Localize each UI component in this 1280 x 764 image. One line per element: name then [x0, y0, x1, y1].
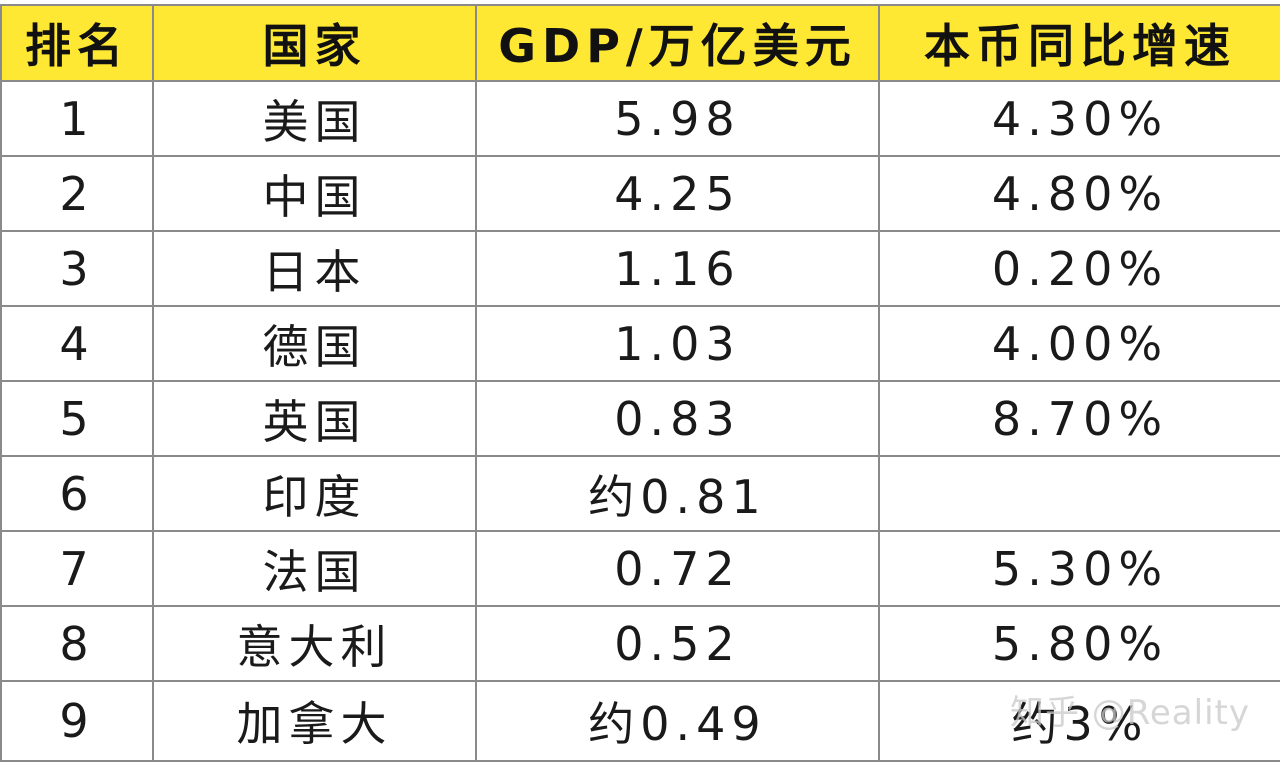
cell-rank: 9 [0, 680, 154, 762]
table-header: 排名 国家 GDP/万亿美元 本币同比增速 [0, 4, 1280, 82]
cell-rank: 3 [0, 230, 154, 307]
header-growth: 本币同比增速 [878, 4, 1280, 82]
header-gdp: GDP/万亿美元 [475, 4, 880, 82]
table-row: 3 日本 1.16 0.20% [0, 230, 1280, 307]
table-row: 4 德国 1.03 4.00% [0, 305, 1280, 382]
header-rank: 排名 [0, 4, 154, 82]
cell-gdp: 4.25 [475, 155, 880, 232]
cell-rank: 8 [0, 605, 154, 682]
cell-country: 印度 [152, 455, 477, 532]
cell-growth: 约3% [878, 680, 1280, 762]
cell-growth: 8.70% [878, 380, 1280, 457]
header-country: 国家 [152, 4, 477, 82]
cell-gdp: 0.72 [475, 530, 880, 607]
cell-growth: 4.30% [878, 80, 1280, 157]
cell-rank: 4 [0, 305, 154, 382]
table-row: 9 加拿大 约0.49 约3% [0, 680, 1280, 762]
cell-rank: 7 [0, 530, 154, 607]
cell-country: 日本 [152, 230, 477, 307]
cell-country: 法国 [152, 530, 477, 607]
cell-gdp: 5.98 [475, 80, 880, 157]
table-row: 5 英国 0.83 8.70% [0, 380, 1280, 457]
cell-growth [878, 455, 1280, 532]
table-row: 7 法国 0.72 5.30% [0, 530, 1280, 607]
cell-rank: 6 [0, 455, 154, 532]
cell-gdp: 0.52 [475, 605, 880, 682]
cell-country: 美国 [152, 80, 477, 157]
cell-gdp: 1.03 [475, 305, 880, 382]
cell-country: 德国 [152, 305, 477, 382]
cell-growth: 5.30% [878, 530, 1280, 607]
cell-rank: 2 [0, 155, 154, 232]
table-row: 8 意大利 0.52 5.80% [0, 605, 1280, 682]
cell-gdp: 1.16 [475, 230, 880, 307]
cell-gdp: 约0.49 [475, 680, 880, 762]
cell-country: 加拿大 [152, 680, 477, 762]
cell-country: 意大利 [152, 605, 477, 682]
cell-growth: 0.20% [878, 230, 1280, 307]
gdp-ranking-table: 排名 国家 GDP/万亿美元 本币同比增速 1 美国 5.98 4.30% 2 … [0, 4, 1280, 762]
cell-gdp: 约0.81 [475, 455, 880, 532]
cell-growth: 4.80% [878, 155, 1280, 232]
cell-country: 中国 [152, 155, 477, 232]
table-body: 1 美国 5.98 4.30% 2 中国 4.25 4.80% 3 日本 1.1… [0, 80, 1280, 762]
table-row: 2 中国 4.25 4.80% [0, 155, 1280, 232]
table-row: 1 美国 5.98 4.30% [0, 80, 1280, 157]
header-row: 排名 国家 GDP/万亿美元 本币同比增速 [0, 4, 1280, 82]
cell-growth: 5.80% [878, 605, 1280, 682]
table-row: 6 印度 约0.81 [0, 455, 1280, 532]
cell-gdp: 0.83 [475, 380, 880, 457]
cell-country: 英国 [152, 380, 477, 457]
cell-rank: 5 [0, 380, 154, 457]
cell-rank: 1 [0, 80, 154, 157]
cell-growth: 4.00% [878, 305, 1280, 382]
